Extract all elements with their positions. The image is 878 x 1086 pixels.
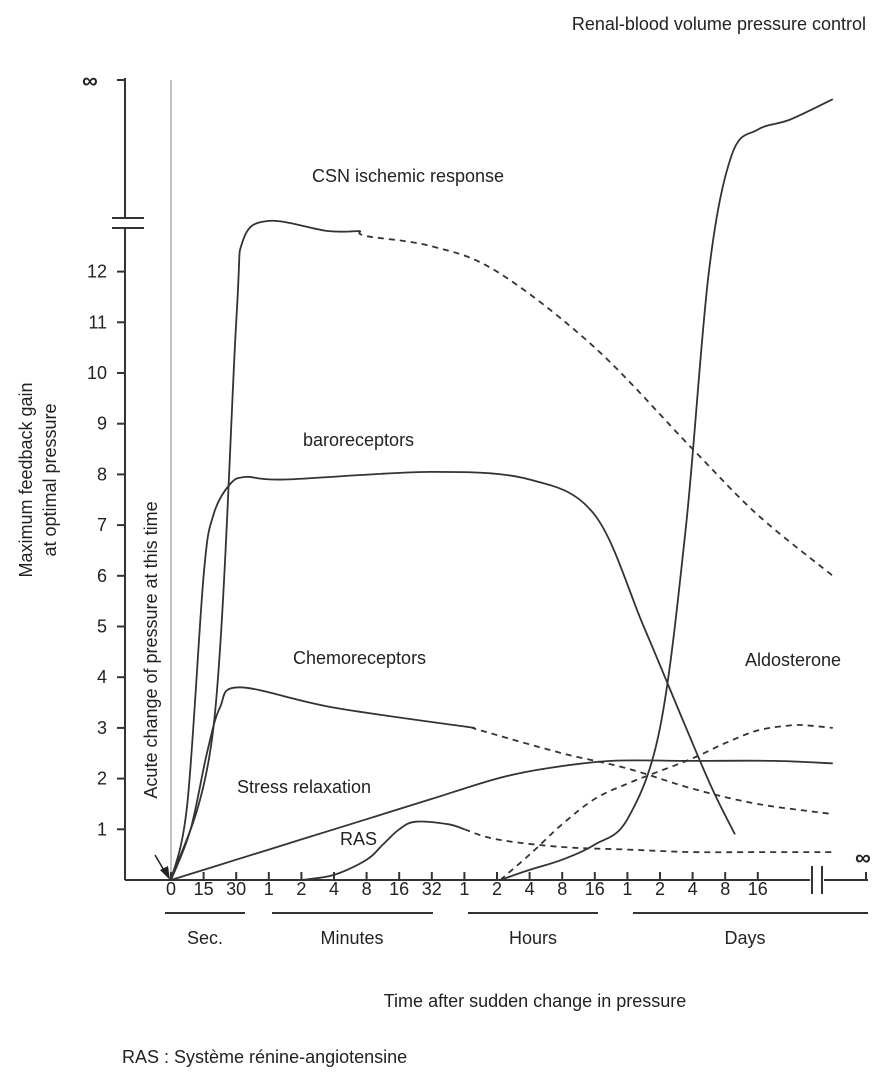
y-tick-label: 4 [97, 667, 107, 687]
x-tick-label: 8 [362, 879, 372, 899]
group-label-days: Days [724, 928, 765, 948]
y-tick-label: 3 [97, 718, 107, 738]
x-tick-label: 16 [748, 879, 768, 899]
footnote: RAS : Système rénine-angiotensine [122, 1047, 407, 1067]
x-tick-label: 2 [296, 879, 306, 899]
y-axis-label-line2: at optimal pressure [40, 403, 60, 556]
group-label-sec: Sec. [187, 928, 223, 948]
series-line-baroreceptors [170, 470, 736, 881]
series-label-aldosterone: Aldosterone [745, 650, 841, 670]
y-tick-label: 6 [97, 566, 107, 586]
series-label-csn: CSN ischemic response [312, 166, 504, 186]
y-tick-label: 11 [88, 312, 107, 332]
y-tick-label: 9 [97, 414, 107, 434]
series-line-chemoreceptors-dashed [471, 726, 833, 815]
x-tick-label: 1 [264, 879, 274, 899]
series-line-stress-relaxation [170, 759, 833, 881]
series-label-ras: RAS [340, 829, 377, 849]
x-tick-label: 4 [525, 879, 535, 899]
x-tick-label: 2 [655, 879, 665, 899]
y-tick-label: 8 [97, 464, 107, 484]
x-tick-label: 30 [226, 879, 246, 899]
y-tick-label: 5 [97, 617, 107, 637]
x-tick-label: 4 [688, 879, 698, 899]
series-label-stress-relaxation: Stress relaxation [237, 777, 371, 797]
series-line-ras-dashed [464, 828, 833, 854]
x-tick-label: 8 [720, 879, 730, 899]
x-tick-label: 1 [459, 879, 469, 899]
series-line-aldosterone [499, 723, 833, 881]
axes [112, 78, 868, 894]
x-axis-label: Time after sudden change in pressure [384, 991, 687, 1011]
group-label-minutes: Minutes [320, 928, 383, 948]
series-line-csn-ischemic-response-solid [170, 219, 361, 881]
x-end-inf-label: ∞ [855, 845, 871, 870]
acute-change-label: Acute change of pressure at this time [141, 501, 161, 798]
x-tick-label: 0 [166, 879, 176, 899]
y-tick-label: 1 [97, 819, 107, 839]
y-tick-label: 12 [87, 262, 107, 282]
top-label-renal: Renal-blood volume pressure control [572, 14, 866, 34]
series-label-chemoreceptors: Chemoreceptors [293, 648, 426, 668]
x-tick-label: 32 [422, 879, 442, 899]
series-line-renal-blood-volume-pressure-control [499, 98, 834, 881]
x-tick-label: 2 [492, 879, 502, 899]
curves [170, 98, 834, 881]
x-tick-label: 4 [329, 879, 339, 899]
y-tick-label: 2 [97, 769, 107, 789]
x-tick-label: 16 [585, 879, 605, 899]
group-label-hours: Hours [509, 928, 557, 948]
x-tick-label: 1 [622, 879, 632, 899]
y-axis-label-line1: Maximum feedback gain [16, 382, 36, 577]
series-line-csn-ischemic-response-dashed [358, 230, 834, 577]
series-line-ras-solid [301, 820, 465, 881]
y-tick-label: 10 [87, 363, 107, 383]
x-tick-label: 8 [557, 879, 567, 899]
acute-arrow [154, 854, 170, 880]
x-tick-label: 16 [389, 879, 409, 899]
x-tick-label: 15 [194, 879, 214, 899]
x-tick-group: 0 15 30 1 2 4 8 16 32 1 2 4 8 16 1 2 4 8 16 [166, 872, 867, 899]
series-label-baroreceptors: baroreceptors [303, 430, 414, 450]
series-line-chemoreceptors-solid [170, 686, 475, 881]
y-inf-label: ∞ [82, 68, 98, 93]
y-tick-label: 7 [97, 515, 107, 535]
